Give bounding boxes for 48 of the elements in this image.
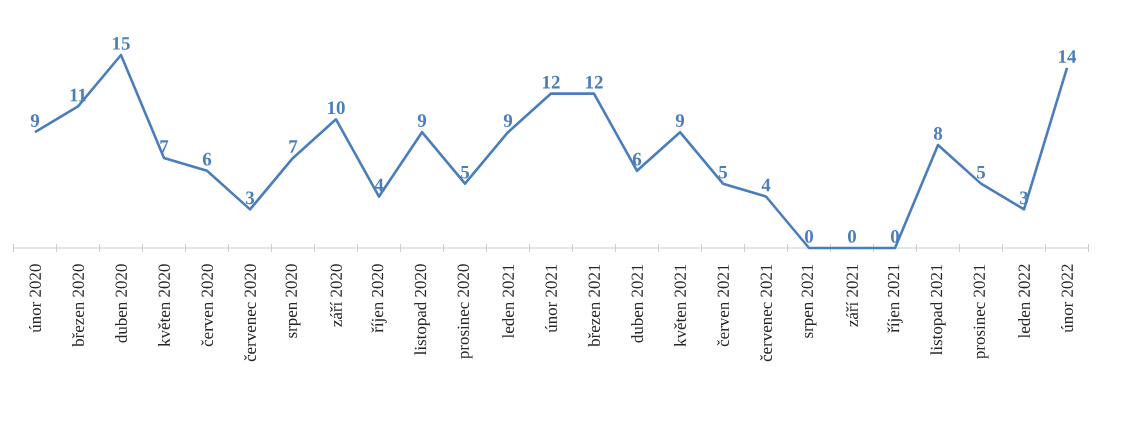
x-tick-label: červen 2020: [201, 264, 213, 347]
data-label: 4: [374, 178, 384, 192]
data-label: 7: [160, 140, 169, 153]
x-tick-label: květen 2021: [674, 264, 686, 347]
data-label: 9: [417, 114, 427, 127]
x-tick-label: únor 2020: [29, 264, 41, 333]
data-label: 8: [933, 127, 943, 140]
x-tick-label: září 2021: [846, 264, 858, 327]
data-label: 12: [586, 75, 603, 89]
x-tick-label: duben 2020: [115, 264, 127, 343]
data-label: 6: [632, 152, 642, 166]
x-tick-label: březen 2020: [72, 264, 84, 347]
x-tick-label: prosinec 2020: [457, 264, 473, 359]
data-label: 14: [1059, 50, 1077, 63]
x-tick-label: duben 2021: [631, 264, 643, 343]
data-label: 10: [328, 101, 345, 115]
data-label: 0: [805, 230, 814, 243]
data-label: 5: [719, 165, 728, 179]
x-tick-label: červenec 2020: [244, 264, 256, 362]
x-tick-label: listopad 2020: [414, 264, 430, 356]
x-tick-label: prosinec 2021: [973, 264, 989, 359]
data-label: 9: [503, 114, 513, 127]
data-label: 6: [202, 152, 212, 166]
data-label: 15: [113, 37, 130, 50]
data-label: 0: [848, 230, 857, 243]
data-label: 7: [289, 140, 298, 153]
data-label: 3: [246, 191, 255, 205]
x-tick-label: březen 2021: [588, 264, 600, 347]
x-tick-label: říjen 2020: [371, 264, 387, 333]
data-label: 4: [761, 178, 771, 192]
data-label: 11: [70, 88, 86, 102]
data-label: 9: [675, 114, 685, 127]
x-tick-label: srpen 2021: [801, 264, 817, 338]
x-tick-label: září 2020: [330, 264, 342, 327]
x-tick-label: říjen 2021: [887, 264, 903, 333]
x-tick-label: únor 2021: [545, 264, 557, 333]
x-tick-label: červen 2021: [717, 264, 729, 347]
x-tick-label: květen 2020: [158, 264, 170, 347]
x-tick-label: červenec 2021: [760, 264, 772, 362]
data-label: 12: [543, 75, 560, 89]
data-label: 5: [977, 165, 986, 179]
x-tick-label: leden 2022: [1018, 264, 1030, 339]
x-tick-label: únor 2022: [1061, 264, 1073, 333]
x-tick-label: listopad 2021: [930, 264, 946, 356]
x-tick-label: leden 2021: [502, 264, 514, 339]
data-label: 5: [461, 165, 470, 179]
x-tick-label: srpen 2020: [285, 264, 301, 338]
data-label: 9: [30, 114, 40, 127]
